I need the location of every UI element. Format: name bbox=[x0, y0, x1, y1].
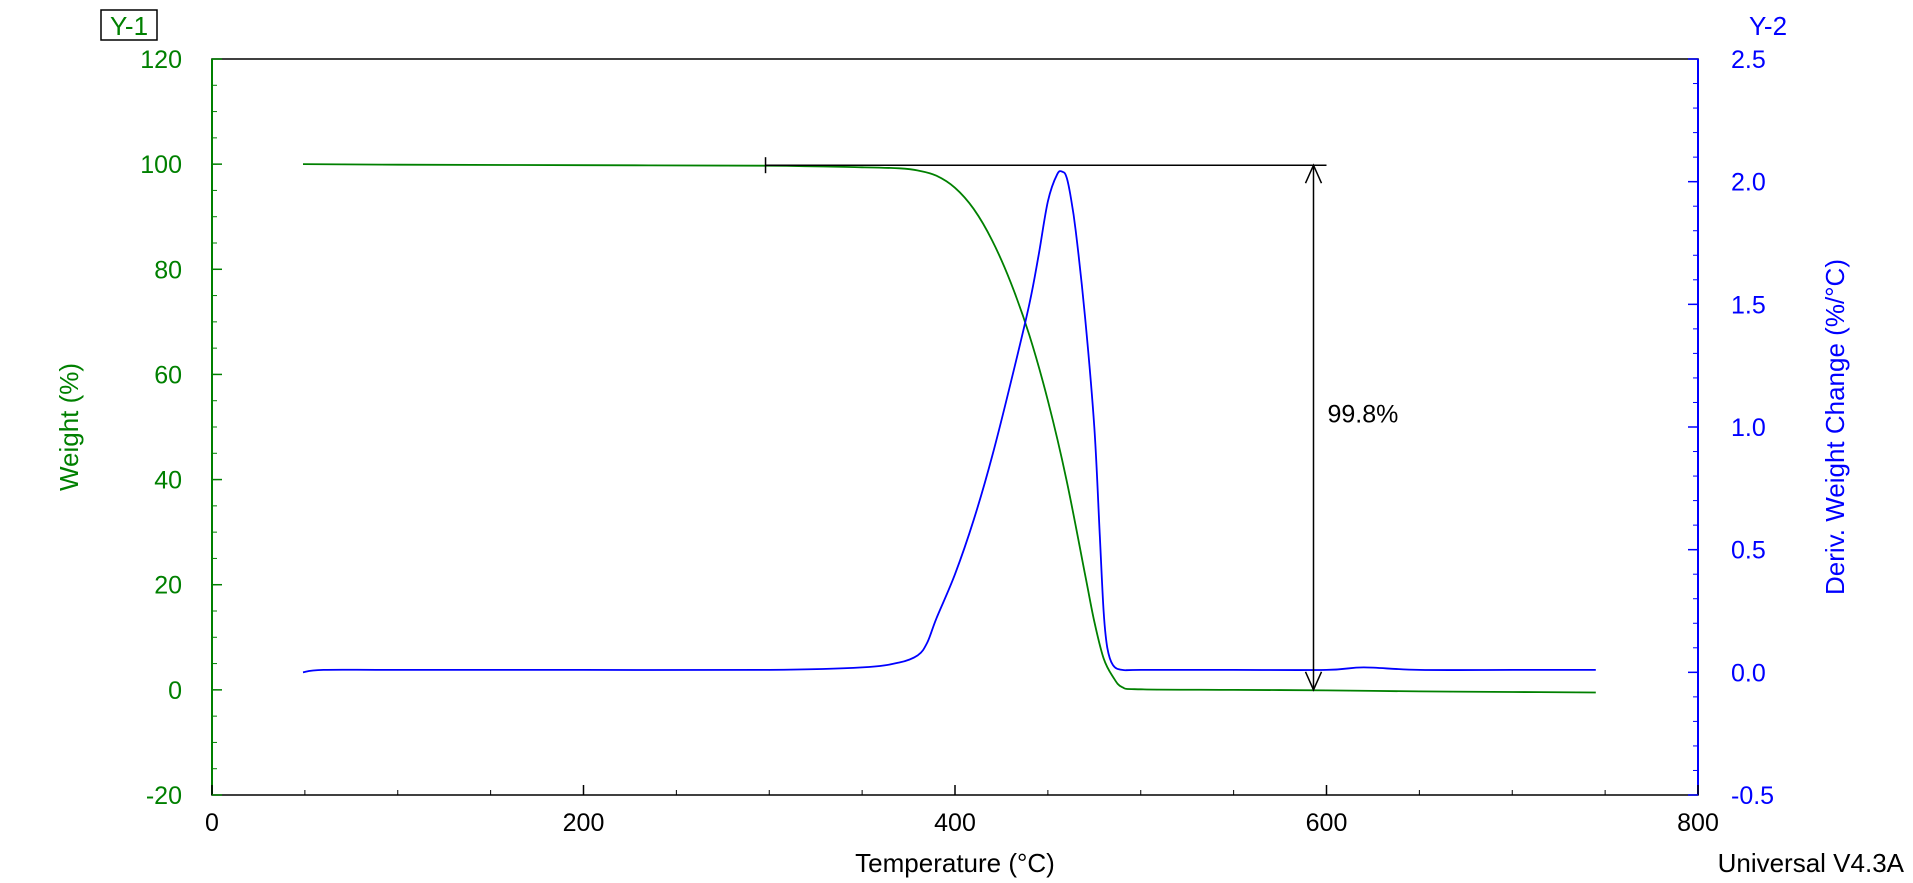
x-tick-label: 400 bbox=[934, 809, 976, 837]
step-change-label: 99.8% bbox=[1327, 401, 1398, 429]
step-arrow-head-top bbox=[1304, 163, 1323, 184]
y1-tick-label: 100 bbox=[140, 151, 182, 179]
derivative-weight-curve bbox=[302, 170, 1596, 674]
y2-tick-label: -0.5 bbox=[1731, 782, 1774, 810]
y1-tag-box bbox=[100, 9, 158, 41]
y1-axis-title: Weight (%) bbox=[54, 363, 84, 491]
y2-axis-title: Deriv. Weight Change (%/°C) bbox=[1820, 259, 1850, 595]
y2-tick-label: 1.0 bbox=[1731, 414, 1766, 442]
y1-tick-label: -20 bbox=[146, 782, 182, 810]
software-version: Universal V4.3A bbox=[1718, 848, 1905, 878]
step-arrow-head-bottom bbox=[1304, 671, 1323, 692]
y2-tick-label: 1.5 bbox=[1731, 291, 1766, 319]
x-axis-title: Temperature (°C) bbox=[855, 848, 1055, 878]
weight-curve bbox=[302, 163, 1596, 694]
y1-tick-label: 120 bbox=[140, 46, 182, 74]
y2-tick-label: 2.0 bbox=[1731, 169, 1766, 197]
y1-tag: Y-1 bbox=[110, 11, 148, 41]
y2-tick-label: 0.0 bbox=[1731, 659, 1766, 687]
y1-tick-label: 80 bbox=[154, 256, 182, 284]
y1-tick-label: 40 bbox=[154, 467, 182, 495]
x-tick-label: 600 bbox=[1306, 809, 1348, 837]
x-tick-label: 0 bbox=[205, 809, 219, 837]
x-tick-label: 800 bbox=[1677, 809, 1719, 837]
plot-frame bbox=[211, 58, 1699, 796]
y2-tick-label: 0.5 bbox=[1731, 537, 1766, 565]
y1-tick-label: 20 bbox=[154, 572, 182, 600]
y2-tag: Y-2 bbox=[1749, 11, 1787, 41]
y1-tick-label: 0 bbox=[168, 677, 182, 705]
x-tick-label: 200 bbox=[563, 809, 605, 837]
y1-tick-label: 60 bbox=[154, 361, 182, 389]
y2-tick-label: 2.5 bbox=[1731, 46, 1766, 74]
